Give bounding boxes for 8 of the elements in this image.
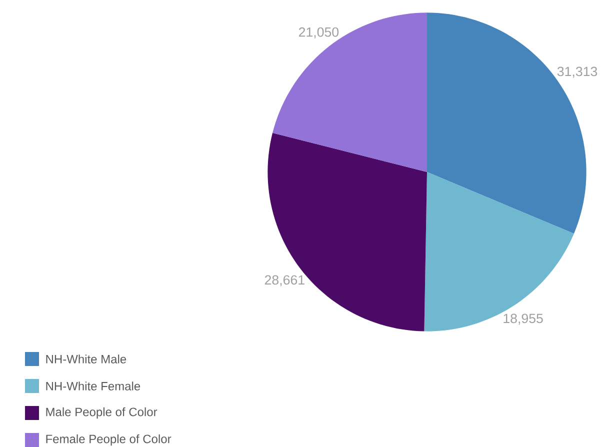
legend-label: NH-White Male xyxy=(46,354,126,364)
data-label: 28,661 xyxy=(264,275,304,286)
legend-label: NH-White Female xyxy=(46,382,140,390)
data-label: 18,955 xyxy=(504,314,543,325)
data-label: 21,050 xyxy=(298,27,339,38)
legend-label: Male People of Color xyxy=(46,407,158,419)
data-label: 31,313 xyxy=(557,66,598,78)
legend-label: Female People of Color xyxy=(46,434,172,446)
